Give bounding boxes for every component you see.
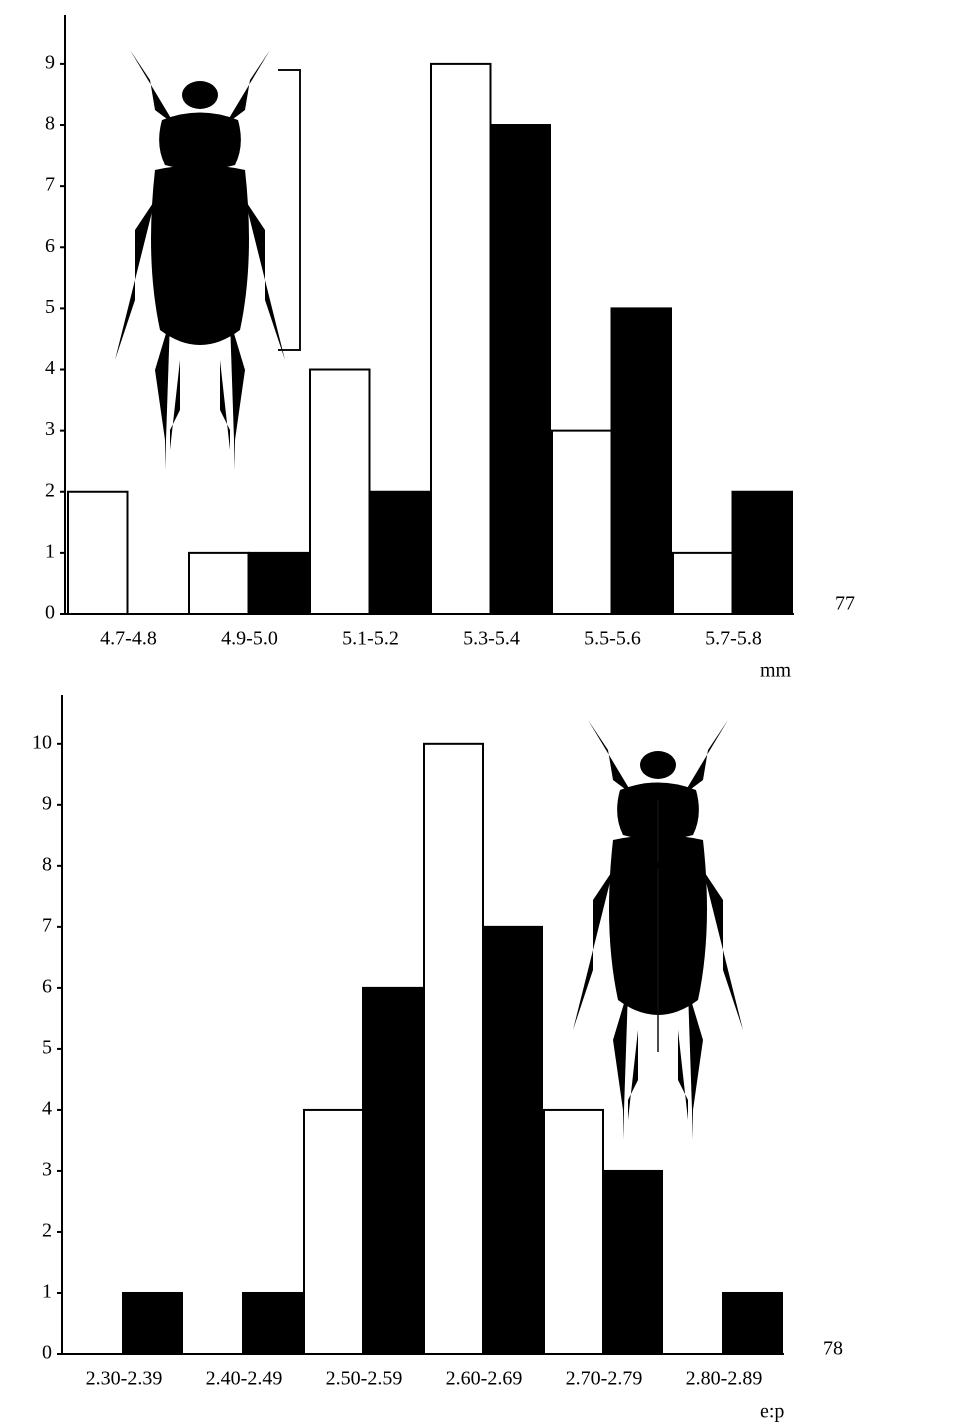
y-tick-label: 6	[45, 235, 55, 257]
bar	[723, 1293, 782, 1354]
x-axis-label: e:p	[760, 1401, 784, 1423]
y-tick-label: 2	[45, 479, 55, 501]
bar	[733, 492, 793, 614]
y-tick-label: 3	[45, 418, 55, 440]
x-tick-label: 4.9-5.0	[221, 628, 278, 650]
figure: 01234567894.7-4.84.9-5.05.1-5.25.3-5.45.…	[0, 0, 973, 1427]
bar	[483, 927, 542, 1354]
page: 01234567894.7-4.84.9-5.05.1-5.25.3-5.45.…	[0, 0, 973, 1427]
y-tick-label: 4	[42, 1098, 52, 1120]
bar	[673, 553, 733, 614]
y-tick-label: 8	[42, 853, 52, 875]
x-tick-label: 5.1-5.2	[342, 628, 399, 650]
bar	[123, 1293, 182, 1354]
bar	[68, 492, 128, 614]
y-tick-label: 7	[42, 914, 52, 936]
x-tick-label: 4.7-4.8	[100, 628, 157, 650]
y-tick-label: 5	[42, 1037, 52, 1059]
y-tick-label: 2	[42, 1220, 52, 1242]
x-tick-label: 5.7-5.8	[705, 628, 762, 650]
x-tick-label: 2.70-2.79	[566, 1368, 643, 1390]
x-tick-label: 2.80-2.89	[686, 1368, 763, 1390]
y-tick-label: 9	[42, 792, 52, 814]
bar	[431, 64, 491, 614]
figure-label: 78	[823, 1338, 843, 1360]
y-tick-label: 8	[45, 113, 55, 135]
scale-bracket	[278, 70, 300, 350]
beetle-illustration	[115, 40, 285, 470]
bar	[363, 988, 422, 1354]
x-tick-label: 2.60-2.69	[446, 1368, 523, 1390]
y-tick-label: 1	[42, 1281, 52, 1303]
bar	[552, 431, 612, 614]
y-tick-label: 1	[45, 540, 55, 562]
y-tick-label: 4	[45, 357, 55, 379]
y-tick-label: 7	[45, 174, 55, 196]
bar	[544, 1110, 603, 1354]
bar	[249, 553, 309, 614]
bar	[310, 370, 370, 614]
x-tick-label: 2.30-2.39	[86, 1368, 163, 1390]
bar	[424, 744, 483, 1354]
y-tick-label: 3	[42, 1159, 52, 1181]
bar	[370, 492, 430, 614]
bar	[304, 1110, 363, 1354]
x-tick-label: 2.40-2.49	[206, 1368, 283, 1390]
bar	[243, 1293, 302, 1354]
bar	[491, 125, 551, 614]
annotation: p	[672, 818, 682, 840]
y-tick-label: 6	[42, 975, 52, 997]
bar	[612, 308, 672, 614]
y-tick-label: 10	[32, 731, 52, 753]
y-tick-label: 0	[42, 1342, 52, 1364]
y-tick-label: 0	[45, 602, 55, 624]
figure-label: 77	[835, 593, 855, 615]
x-axis-label: mm	[760, 660, 792, 682]
x-tick-label: 5.3-5.4	[463, 628, 520, 650]
y-tick-label: 9	[45, 51, 55, 73]
y-tick-label: 5	[45, 296, 55, 318]
annotation: e	[666, 933, 675, 955]
bar	[189, 553, 249, 614]
x-tick-label: 2.50-2.59	[326, 1368, 403, 1390]
bar	[603, 1171, 662, 1354]
x-tick-label: 5.5-5.6	[584, 628, 641, 650]
